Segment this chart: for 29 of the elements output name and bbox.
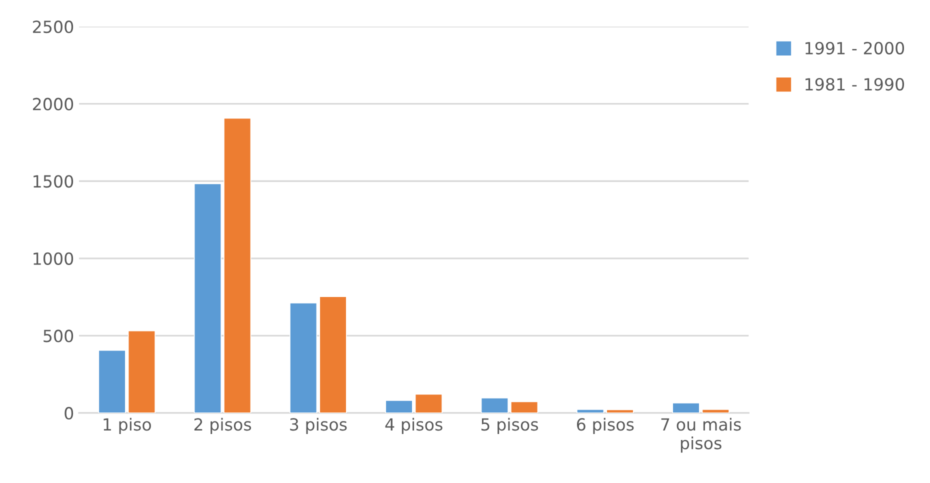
x-tick-label: 2 pisos — [194, 418, 252, 434]
bar — [702, 408, 730, 413]
x-tick-label: 4 pisos — [385, 418, 442, 434]
bar — [672, 402, 700, 413]
bar — [290, 302, 318, 413]
y-tick-label: 2000 — [32, 98, 74, 110]
bar — [128, 330, 156, 413]
x-tick-label: 3 pisos — [290, 418, 347, 434]
bar — [510, 401, 538, 413]
x-tick-label: 5 pisos — [481, 418, 538, 434]
bar — [606, 409, 634, 413]
bar — [414, 394, 442, 413]
bar — [224, 118, 252, 413]
x-tick-label: 6 pisos — [576, 418, 634, 434]
x-tick-label: 1 piso — [104, 418, 151, 434]
y-tick-label: 1000 — [34, 252, 74, 265]
bar — [480, 398, 508, 413]
bar — [194, 183, 222, 413]
y-tick-label: 1500 — [34, 175, 74, 188]
x-tick-label: 7 ou mais pisos — [661, 418, 741, 453]
y-tick-label: 0 — [64, 406, 74, 420]
legend-label: 1991 - 2000 — [806, 42, 904, 54]
legend-label: 1981 - 1990 — [806, 78, 904, 91]
y-tick-label: 500 — [44, 330, 74, 342]
y-tick-label: 2500 — [32, 20, 74, 34]
bar — [319, 296, 347, 413]
bar — [98, 350, 126, 413]
bar — [576, 408, 604, 413]
bar — [385, 400, 413, 413]
